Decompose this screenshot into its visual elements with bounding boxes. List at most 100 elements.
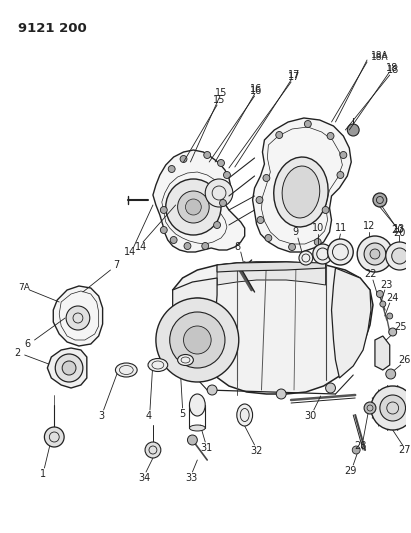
- Ellipse shape: [189, 425, 205, 431]
- Text: 24: 24: [386, 293, 399, 303]
- Circle shape: [205, 179, 233, 207]
- Text: 25: 25: [394, 322, 407, 332]
- Circle shape: [328, 239, 353, 265]
- Text: 3: 3: [99, 411, 105, 421]
- Circle shape: [314, 238, 321, 246]
- Text: 29: 29: [344, 466, 356, 476]
- Circle shape: [184, 326, 211, 354]
- Text: 2: 2: [15, 348, 21, 358]
- Circle shape: [207, 385, 217, 395]
- Circle shape: [202, 243, 209, 249]
- Circle shape: [389, 328, 397, 336]
- Circle shape: [364, 243, 386, 265]
- Circle shape: [156, 298, 239, 382]
- Polygon shape: [53, 286, 103, 346]
- Circle shape: [160, 206, 167, 214]
- Ellipse shape: [189, 394, 205, 416]
- Circle shape: [289, 244, 296, 251]
- Text: 11: 11: [335, 223, 348, 233]
- Circle shape: [178, 191, 209, 223]
- Circle shape: [184, 243, 191, 249]
- Text: 18: 18: [387, 65, 399, 75]
- Circle shape: [357, 236, 393, 272]
- Circle shape: [352, 446, 360, 454]
- Text: 27: 27: [398, 445, 411, 455]
- Circle shape: [265, 235, 272, 241]
- Circle shape: [180, 156, 187, 163]
- Polygon shape: [153, 150, 245, 252]
- Polygon shape: [332, 268, 371, 378]
- Circle shape: [44, 427, 64, 447]
- Circle shape: [340, 151, 347, 158]
- Ellipse shape: [174, 309, 215, 367]
- Circle shape: [371, 386, 411, 430]
- Text: 33: 33: [185, 473, 198, 483]
- Text: 9: 9: [292, 227, 298, 237]
- Circle shape: [276, 389, 286, 399]
- Polygon shape: [217, 262, 326, 272]
- Circle shape: [387, 313, 393, 319]
- Circle shape: [219, 199, 226, 206]
- Text: 32: 32: [250, 446, 263, 456]
- Ellipse shape: [148, 359, 168, 372]
- Circle shape: [370, 249, 380, 259]
- Text: 16: 16: [250, 86, 263, 96]
- Text: 7: 7: [113, 260, 120, 270]
- Circle shape: [347, 124, 359, 136]
- Circle shape: [256, 197, 263, 204]
- Circle shape: [386, 369, 396, 379]
- Text: 14: 14: [135, 242, 147, 252]
- Circle shape: [66, 306, 90, 330]
- Text: 18A: 18A: [371, 52, 389, 61]
- Circle shape: [386, 242, 411, 270]
- Circle shape: [322, 206, 329, 214]
- Polygon shape: [253, 118, 351, 252]
- Polygon shape: [375, 336, 390, 370]
- Ellipse shape: [115, 363, 137, 377]
- Circle shape: [313, 244, 332, 264]
- Circle shape: [214, 222, 221, 229]
- Circle shape: [337, 172, 344, 179]
- Ellipse shape: [178, 354, 194, 366]
- Circle shape: [299, 251, 313, 265]
- Text: 31: 31: [200, 443, 212, 453]
- Text: 17: 17: [288, 72, 300, 82]
- Ellipse shape: [165, 298, 223, 378]
- Polygon shape: [217, 262, 326, 285]
- Text: 34: 34: [138, 473, 150, 483]
- Text: 26: 26: [398, 355, 411, 365]
- Text: 18: 18: [386, 63, 398, 73]
- Circle shape: [376, 290, 383, 297]
- Circle shape: [380, 301, 386, 307]
- Text: 7A: 7A: [18, 282, 30, 292]
- Circle shape: [305, 120, 311, 127]
- Circle shape: [185, 199, 201, 215]
- Ellipse shape: [282, 166, 320, 218]
- Ellipse shape: [274, 157, 328, 227]
- Circle shape: [55, 354, 83, 382]
- Circle shape: [380, 395, 406, 421]
- Text: 4: 4: [146, 411, 152, 421]
- Text: 22: 22: [365, 269, 377, 279]
- Circle shape: [364, 402, 376, 414]
- Circle shape: [224, 172, 231, 179]
- Text: 1: 1: [40, 469, 46, 479]
- Circle shape: [327, 133, 334, 140]
- Polygon shape: [173, 278, 217, 375]
- Circle shape: [187, 435, 197, 445]
- Circle shape: [276, 132, 283, 139]
- Circle shape: [166, 179, 221, 235]
- Text: 5: 5: [180, 409, 186, 419]
- Circle shape: [373, 193, 387, 207]
- Text: 20: 20: [393, 228, 406, 238]
- Text: 17: 17: [288, 70, 300, 80]
- Circle shape: [326, 383, 335, 393]
- Circle shape: [145, 442, 161, 458]
- Text: 16: 16: [250, 84, 263, 94]
- Text: 30: 30: [305, 411, 317, 421]
- Circle shape: [263, 174, 270, 182]
- Text: 8: 8: [235, 242, 241, 252]
- Text: 15: 15: [215, 88, 227, 98]
- Text: 28: 28: [354, 441, 366, 451]
- Text: 6: 6: [25, 339, 31, 349]
